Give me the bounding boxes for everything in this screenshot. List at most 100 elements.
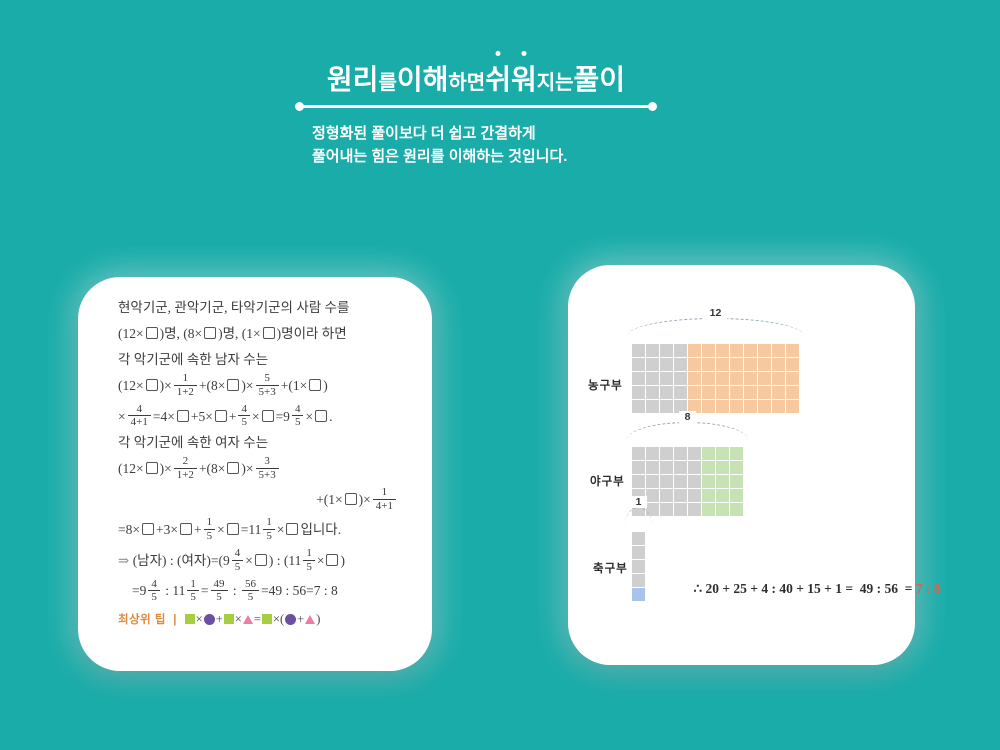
blank-box (204, 327, 217, 339)
blank-box (176, 409, 189, 422)
grid-cell (688, 358, 701, 371)
grid-cell (660, 386, 673, 399)
fraction: 5 5+3 (255, 372, 279, 398)
grid-cell (688, 503, 701, 516)
fraction: 3 5+3 (255, 455, 279, 481)
grid-cell (744, 386, 757, 399)
title-segment: 풀이 (573, 64, 626, 95)
grid-cell (702, 400, 715, 413)
grid-cell (772, 344, 785, 357)
grid-cell (646, 358, 659, 371)
grid-cell (646, 447, 659, 460)
blank-box (226, 523, 239, 536)
grid-cell (646, 372, 659, 385)
grid-cell (660, 475, 673, 488)
grid-cell (786, 400, 799, 413)
math-line: ⇒ (남자) : (여자)=(9 4 5 ×) : (11 1 5 ×) (118, 547, 345, 573)
math-line: (12×)× 1 1+2 +(8×)× 5 5+3 +(1×) (118, 372, 328, 398)
grid-cell (632, 475, 645, 488)
blank-box (227, 379, 240, 391)
blank-box (145, 379, 158, 391)
grid-cell (632, 560, 645, 573)
math-line: (12×)× 2 1+2 +(8×)× 3 5+3 (118, 454, 414, 485)
grid-cell (674, 386, 687, 399)
grid-cell (688, 344, 701, 357)
brace-value: 1 (629, 496, 648, 508)
grid-cell (730, 447, 743, 460)
grid-cell (674, 475, 687, 488)
grid-cell (716, 344, 729, 357)
grid-cell (632, 574, 645, 587)
grid-cell (730, 489, 743, 502)
grid-cell (702, 447, 715, 460)
fraction: 49 5 (210, 578, 228, 604)
blank-box (262, 327, 275, 339)
blank-box (286, 523, 299, 536)
title-segment: 를 (378, 72, 397, 94)
grid-cell (632, 447, 645, 460)
grid-cell (786, 372, 799, 385)
grid-cell (660, 372, 673, 385)
math-line: =9 4 5 : 11 1 5 = 49 5 : 56 5 =49 : 56=7 : 8 (132, 577, 338, 604)
subtitle-line: 정형화된 풀이보다 더 쉽고 간결하게 (312, 125, 536, 142)
unit-grid (632, 344, 799, 413)
tip-formula: × + × = ×(+) (184, 612, 320, 626)
blank-box (315, 409, 328, 422)
grid-cell (688, 461, 701, 474)
grid-cell (674, 400, 687, 413)
grid-cell (702, 344, 715, 357)
grid-cell (688, 386, 701, 399)
slide-subtitle: 정형화된 풀이보다 더 쉽고 간결하게 풀어내는 힘은 원리를 이해하는 것입니… (296, 122, 656, 168)
math-line: =8× +3× +1 5 × =11 1 5 × 입니다. (118, 516, 342, 543)
slide-title: 원리를 이해하면 쉬워지는 풀이 (296, 58, 656, 102)
grid-cell (716, 461, 729, 474)
grid-cell (632, 532, 645, 545)
brace-arc (625, 507, 652, 525)
tip-label: 최상위 팁 (118, 613, 167, 626)
arrow-icon: ⇒ (118, 552, 130, 568)
grid-cell (688, 447, 701, 460)
grid-cell (632, 372, 645, 385)
grid-cell (646, 475, 659, 488)
grid-cell (660, 400, 673, 413)
triangle-icon (242, 614, 253, 624)
grid-cell (632, 461, 645, 474)
grid-cell (716, 503, 729, 516)
title-segment: 하면 (448, 72, 486, 94)
fraction: 1 1+2 (173, 372, 197, 398)
grid-cell (674, 489, 687, 502)
grid-cell (730, 475, 743, 488)
title-segment: 워 (511, 58, 537, 102)
text-line: 현악기군, 관악기군, 타악기군의 사람 수를 (118, 300, 350, 315)
count-brace: 8 (627, 411, 748, 441)
blank-box (214, 409, 227, 422)
blank-box (179, 523, 192, 536)
grid-cell (730, 372, 743, 385)
grid-cell (674, 447, 687, 460)
blank-box (309, 379, 322, 391)
solution-card: 현악기군, 관악기군, 타악기군의 사람 수를 (12×)명, (8×)명, (1… (78, 277, 432, 671)
grid-cell (646, 489, 659, 502)
grid-cell (716, 386, 729, 399)
grid-cell (632, 344, 645, 357)
grid-cell (772, 400, 785, 413)
grid-cell (702, 461, 715, 474)
blank-box (141, 523, 154, 536)
brace-value: 8 (678, 411, 697, 423)
club-row-basketball: 농구부 12 (568, 265, 915, 665)
tip-separator: | (173, 613, 177, 626)
blank-box (227, 462, 240, 475)
grid-cell (702, 372, 715, 385)
circle-icon (285, 613, 297, 625)
unit-grid (632, 532, 645, 601)
grid-cell (716, 489, 729, 502)
grid-cell (716, 475, 729, 488)
grid-cell (674, 503, 687, 516)
title-underline (295, 102, 657, 111)
grid-cell (660, 461, 673, 474)
grid-cell (716, 447, 729, 460)
solution-lines: 현악기군, 관악기군, 타악기군의 사람 수를 (12×)명, (8×)명, (1… (78, 277, 432, 607)
grid-cell (786, 358, 799, 371)
